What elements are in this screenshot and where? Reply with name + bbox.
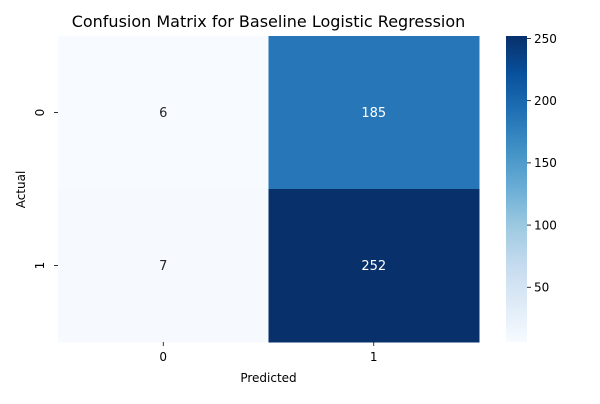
colorbar-tick-label-2: 150 [534, 156, 557, 170]
cell-annotations: 6 185 7 252 [159, 106, 386, 274]
chart-title: Confusion Matrix for Baseline Logistic R… [72, 12, 466, 31]
heatmap-cell-1-1 [268, 189, 480, 343]
y-axis-ticks: 01 [33, 109, 58, 270]
cell-annotation-1-0: 7 [159, 259, 167, 274]
y-axis-label: Actual [14, 171, 28, 209]
x-axis-label: Predicted [240, 371, 296, 385]
x-tick-label-1: 1 [370, 350, 378, 364]
cell-annotation-1-1: 252 [361, 259, 386, 274]
heatmap-cell-1-0 [58, 189, 269, 343]
colorbar-tick-label-0: 50 [534, 281, 549, 295]
colorbar-ticks: 50 100 150 200 250 [527, 32, 557, 295]
y-tick-label-1: 1 [33, 262, 47, 270]
cell-annotation-0-0: 6 [159, 106, 167, 121]
colorbar: 50 100 150 200 250 [506, 32, 557, 342]
colorbar-tick-label-1: 100 [534, 218, 557, 232]
heatmap-cells [58, 36, 480, 343]
x-tick-label-0: 0 [159, 350, 167, 364]
cell-annotation-0-1: 185 [361, 106, 386, 121]
y-axis: 01 Actual [14, 109, 58, 270]
colorbar-gradient [506, 36, 527, 342]
heatmap-cell-0-1 [268, 36, 480, 190]
colorbar-tick-label-3: 200 [534, 94, 557, 108]
colorbar-tick-label-4: 250 [534, 32, 557, 46]
y-tick-label-0: 0 [33, 109, 47, 117]
heatmap-cell-0-0 [58, 36, 269, 190]
